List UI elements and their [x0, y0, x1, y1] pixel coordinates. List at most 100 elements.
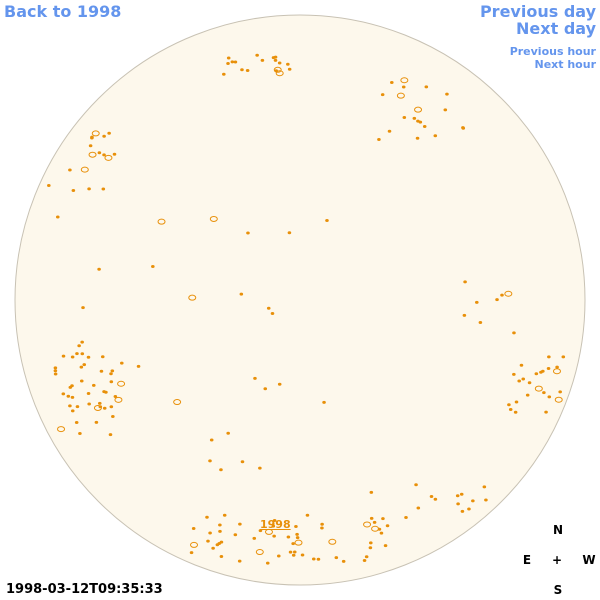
- contour: [534, 372, 539, 376]
- contour: [218, 529, 222, 533]
- contour: [240, 460, 245, 464]
- contour: [217, 541, 222, 545]
- contour: [74, 420, 79, 424]
- contour: [286, 535, 291, 539]
- contour: [495, 298, 499, 302]
- contour: [86, 355, 91, 359]
- contour: [117, 380, 126, 387]
- contour: [474, 300, 479, 304]
- contour: [320, 522, 324, 526]
- year-link[interactable]: 1998: [260, 518, 291, 531]
- next-hour-link[interactable]: Next hour: [534, 58, 597, 71]
- contour: [86, 391, 91, 395]
- contour: [78, 432, 82, 436]
- contour: [478, 320, 483, 324]
- contour: [97, 401, 102, 405]
- contour: [66, 394, 71, 398]
- contour: [100, 355, 105, 359]
- contour: [287, 231, 292, 235]
- contour: [114, 396, 123, 403]
- contour: [547, 355, 551, 359]
- compass-west: W: [582, 553, 596, 567]
- contour: [295, 532, 299, 536]
- previous-hour-link[interactable]: Previous hour: [509, 45, 596, 58]
- previous-day-link[interactable]: Previous day: [479, 2, 596, 21]
- contour: [188, 294, 197, 301]
- contour: [517, 379, 521, 383]
- contour: [416, 506, 421, 510]
- back-link[interactable]: Back to 1998: [4, 2, 122, 21]
- contour: [230, 60, 235, 64]
- contour: [287, 67, 292, 71]
- contour: [68, 404, 72, 408]
- next-day-link[interactable]: Next day: [516, 19, 596, 38]
- contour: [104, 390, 108, 394]
- contour: [119, 361, 124, 365]
- contour: [362, 559, 367, 562]
- contour: [561, 355, 566, 359]
- contour: [273, 55, 278, 59]
- contour: [219, 468, 223, 472]
- contour: [218, 523, 222, 527]
- contour: [209, 438, 214, 442]
- contour: [294, 539, 303, 546]
- compass-south: S: [553, 583, 563, 597]
- contour: [99, 369, 104, 373]
- contour: [368, 546, 373, 550]
- contour: [507, 403, 511, 407]
- timestamp: 1998-03-12T09:35:33: [6, 582, 163, 597]
- contour: [47, 183, 51, 187]
- contour: [300, 553, 305, 557]
- contour: [459, 492, 464, 496]
- contour: [97, 267, 101, 271]
- contour: [456, 502, 460, 506]
- contour: [364, 555, 369, 559]
- contour: [275, 70, 284, 77]
- contour: [113, 395, 118, 399]
- contour: [412, 116, 417, 120]
- contour: [173, 399, 182, 406]
- contour: [57, 426, 66, 433]
- contour: [552, 368, 561, 375]
- contour: [222, 513, 227, 517]
- contour: [157, 218, 166, 225]
- contour: [75, 405, 80, 409]
- contour: [222, 72, 226, 76]
- contour: [380, 93, 385, 97]
- contour: [55, 215, 60, 219]
- contour: [294, 525, 298, 529]
- contour: [70, 395, 75, 399]
- contour: [107, 131, 111, 135]
- contour: [463, 280, 467, 284]
- contour: [334, 556, 339, 560]
- contour: [460, 509, 465, 513]
- contour: [90, 135, 94, 139]
- contour: [514, 400, 519, 404]
- contour: [387, 129, 392, 133]
- contour: [226, 431, 230, 435]
- contour: [390, 81, 394, 85]
- contour: [558, 390, 562, 394]
- contour: [226, 61, 230, 65]
- contour: [246, 231, 250, 235]
- contour: [277, 382, 282, 386]
- contour: [455, 494, 460, 498]
- contour: [240, 68, 244, 72]
- contour: [291, 542, 295, 546]
- contour: [554, 396, 563, 403]
- contour: [102, 153, 106, 157]
- contour: [414, 106, 423, 113]
- contour: [80, 340, 84, 344]
- contour: [208, 531, 212, 535]
- contour: [372, 520, 377, 524]
- contour: [401, 85, 406, 89]
- solar-disk: [14, 14, 586, 586]
- contour: [467, 507, 471, 511]
- contour: [414, 483, 418, 487]
- contour: [266, 306, 271, 310]
- contour: [542, 391, 546, 395]
- contour: [325, 218, 329, 222]
- contour: [328, 538, 337, 545]
- contour: [508, 408, 513, 412]
